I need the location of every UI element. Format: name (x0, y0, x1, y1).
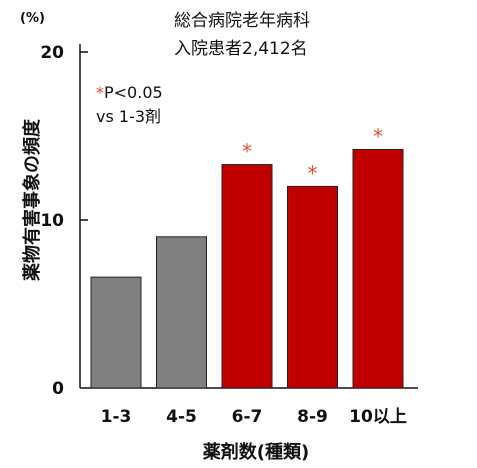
y-tick-label: 0 (52, 379, 64, 399)
bar-1-3 (90, 276, 142, 389)
x-tick-label: 1-3 (101, 407, 132, 427)
significance-markers: * * * (242, 124, 383, 185)
chart-title: 総合病院老年病科 (174, 11, 310, 31)
y-tick-label: 20 (40, 43, 64, 63)
bar-10以上 (352, 148, 404, 389)
significance-marker: * (308, 161, 318, 185)
bar-8-9 (287, 185, 338, 389)
bar-4-5 (156, 236, 207, 389)
x-tick-label: 6-7 (232, 407, 263, 427)
note-pvalue: P<0.05 (104, 83, 163, 102)
x-tick-label: 4-5 (166, 407, 197, 427)
y-tick-labels: 0 10 20 (40, 43, 88, 399)
significance-comparison: vs 1-3剤 (96, 107, 161, 126)
y-unit-label: (%) (20, 11, 45, 26)
significance-marker: * (373, 124, 383, 148)
significance-marker: * (242, 140, 252, 164)
significance-note: *P<0.05 (96, 83, 163, 102)
x-axis-label: 薬剤数(種類) (203, 441, 309, 463)
x-tick-labels: 1-3 4-5 6-7 8-9 10以上 (101, 407, 407, 427)
chart-subtitle: 入院患者2,412名 (174, 39, 308, 59)
x-tick-label: 8-9 (297, 407, 328, 427)
chart-bars (90, 148, 404, 389)
y-axis-label: 薬物有害事象の頻度 (21, 118, 43, 281)
y-tick-label: 10 (40, 211, 64, 231)
note-marker: * (96, 83, 104, 102)
x-tick-label: 10以上 (349, 407, 407, 427)
bar-6-7 (221, 164, 273, 389)
